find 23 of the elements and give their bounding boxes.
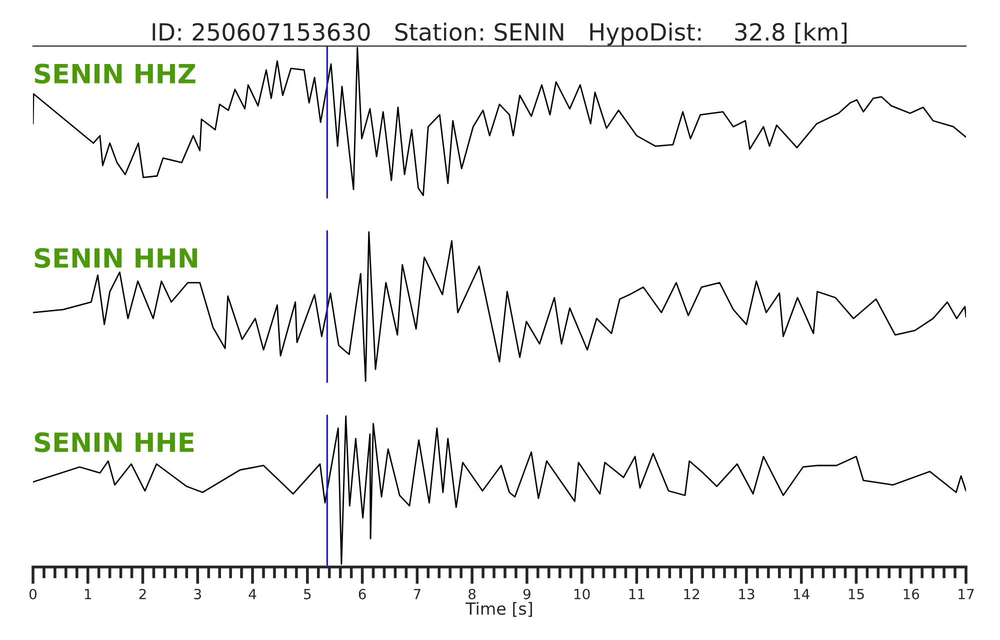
x-tick-label: 16 [904,588,920,600]
annotation: SENIN HHE [34,432,194,452]
x-tick-label: 9 [523,588,530,600]
x-tick-label: 12 [684,588,700,600]
x-tick-label: 14 [794,588,810,600]
annotation: SENIN HHZ [34,64,196,84]
x-tick-label: 7 [414,588,420,600]
x-tick-label: 2 [139,588,146,600]
x-axis-title: Time [s] [466,602,532,617]
x-tick-label: 11 [629,588,644,600]
x-tick-label: 1 [84,588,92,600]
x-tick-label: 13 [739,588,754,600]
x-tick-label: 6 [358,588,366,600]
annotation: SENIN HHN [34,248,198,268]
x-tick-label: 4 [248,588,256,600]
x-tick-label: 8 [468,588,476,600]
chart-title: ID: 250607153630 Station: SENIN HypoDist: 32.8 [km] [152,22,847,46]
x-tick-label: 10 [574,588,590,600]
x-tick-label: 17 [958,588,974,600]
x-tick-label: 5 [304,588,311,600]
x-tick-label: 3 [194,588,201,600]
x-tick-label: 0 [29,588,36,600]
x-tick-label: 15 [848,588,864,600]
